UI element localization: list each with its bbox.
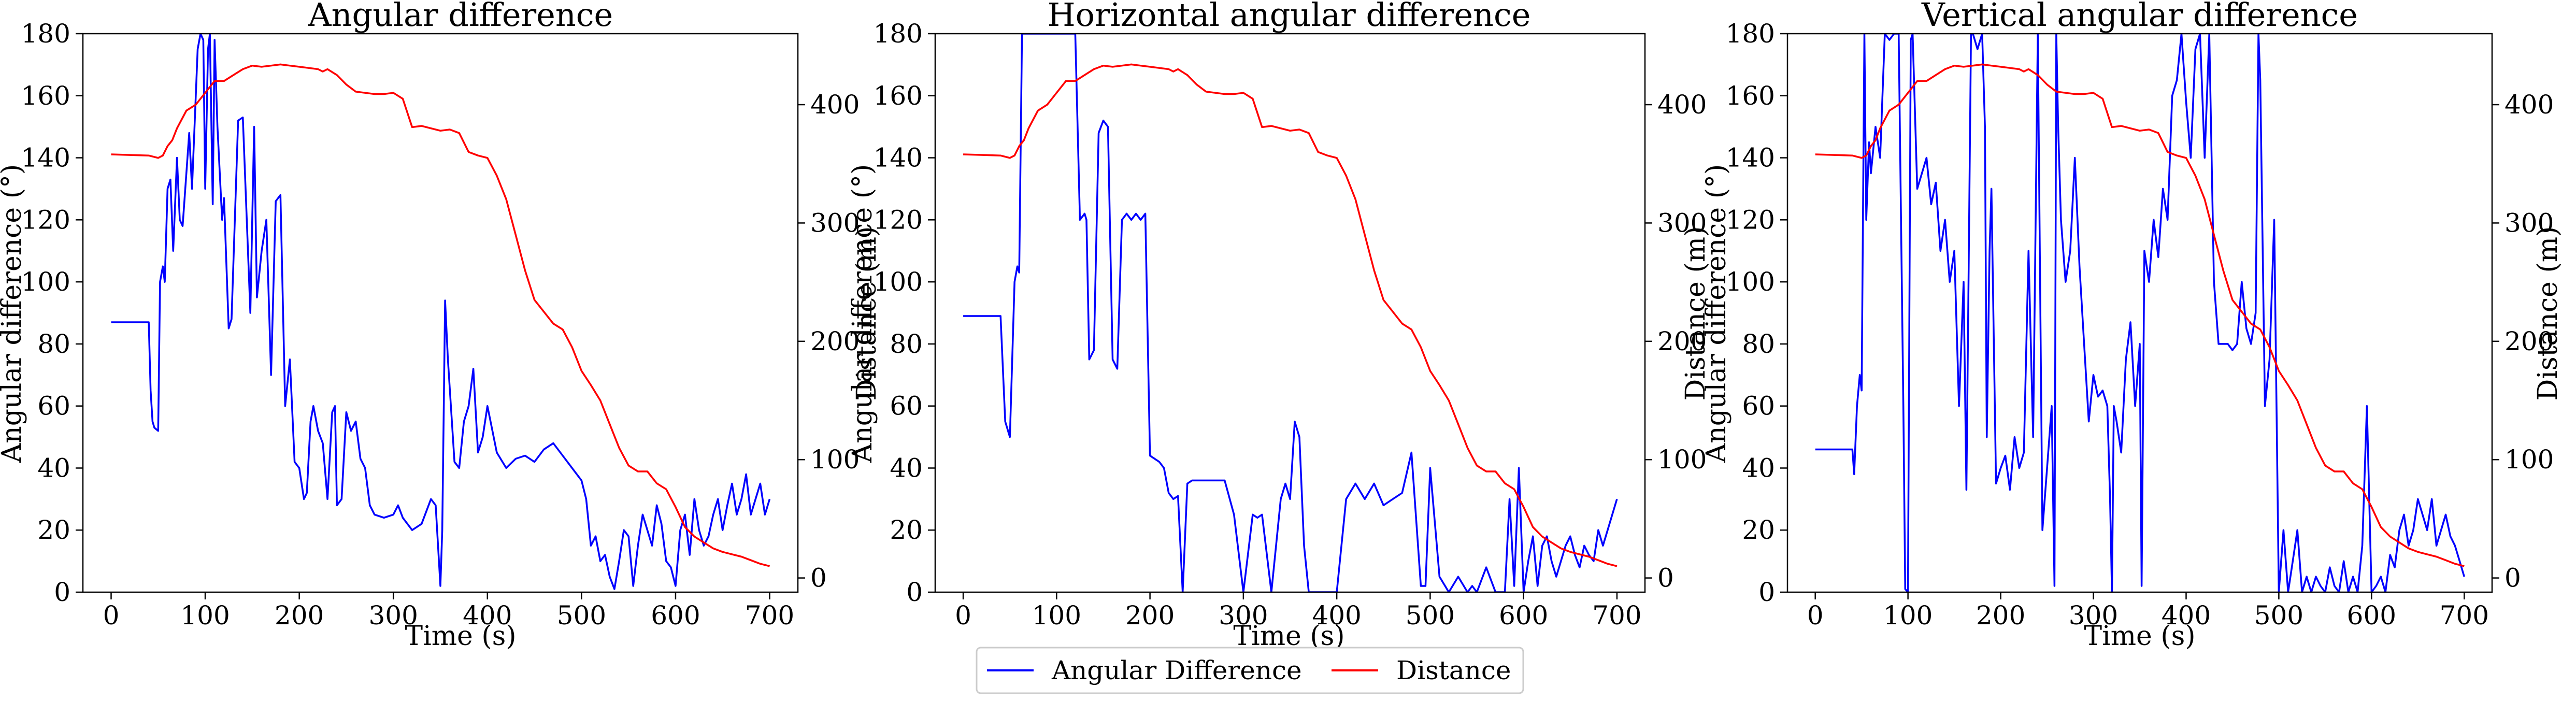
- x-tick-label: 0: [1807, 600, 1824, 631]
- y2-tick-label: 300: [2505, 208, 2554, 238]
- series-line-distance: [111, 63, 770, 567]
- x-tick-label: 100: [1032, 600, 1081, 631]
- y-tick-label: 0: [54, 577, 70, 607]
- y-tick-label: 0: [906, 577, 923, 607]
- legend: Angular Difference Distance: [976, 647, 1524, 694]
- y-tick-label: 140: [1726, 143, 1775, 173]
- x-tick-label: 100: [180, 600, 230, 631]
- y-axis-label: Angular difference (°): [847, 164, 878, 464]
- legend-label-angular-difference: Angular Difference: [1051, 655, 1302, 685]
- x-tick-label: 500: [2254, 600, 2303, 631]
- y-tick-label: 20: [37, 515, 70, 545]
- plot-frame: [934, 33, 1646, 593]
- panel-title: Vertical angular difference: [1921, 0, 2358, 34]
- y2-axis-label: Distance (m): [2532, 226, 2564, 401]
- y-tick-label: 160: [1726, 81, 1775, 111]
- y2-tick-label: 200: [810, 326, 860, 356]
- x-tick-label: 700: [1592, 600, 1641, 631]
- y2-tick-label: 300: [1657, 208, 1707, 238]
- panel-horizontal-angular-difference: Horizontal angular difference Time (s) A…: [847, 0, 1711, 652]
- y-tick-label: 40: [890, 453, 923, 483]
- panel-title: Horizontal angular difference: [1048, 0, 1531, 34]
- x-tick-label: 600: [1499, 600, 1548, 631]
- x-tick-label: 600: [651, 600, 700, 631]
- y-tick-label: 140: [21, 143, 70, 173]
- y-tick-label: 180: [1726, 19, 1775, 49]
- x-tick-label: 400: [1312, 600, 1361, 631]
- y-tick-label: 40: [37, 453, 70, 483]
- y-tick-label: 100: [1726, 267, 1775, 297]
- y2-tick-label: 0: [2505, 563, 2521, 593]
- series-line-distance: [1815, 63, 2465, 567]
- y-axis-label: Angular difference (°): [1701, 164, 1732, 464]
- y-tick-label: 60: [890, 391, 923, 421]
- y2-tick-label: 200: [1657, 326, 1707, 356]
- y2-tick-label: 100: [1657, 445, 1707, 475]
- x-tick-label: 400: [463, 600, 512, 631]
- plot-frame: [82, 33, 799, 593]
- x-tick-label: 500: [557, 600, 606, 631]
- y2-tick-label: 0: [810, 563, 827, 593]
- y-tick-label: 80: [1742, 329, 1775, 359]
- legend-label-distance: Distance: [1396, 655, 1511, 685]
- y-tick-label: 160: [874, 81, 923, 111]
- y2-tick-label: 100: [2505, 445, 2554, 475]
- y-tick-label: 80: [890, 329, 923, 359]
- panel-vertical-angular-difference: Vertical angular difference Time (s) Ang…: [1701, 0, 2564, 652]
- x-tick-label: 700: [2440, 600, 2489, 631]
- x-tick-label: 400: [2162, 600, 2211, 631]
- x-tick-label: 0: [103, 600, 120, 631]
- panel-title: Angular difference: [308, 0, 613, 34]
- y2-axis-label: Distance (m): [1680, 226, 1711, 401]
- y-axis-label: Angular difference (°): [0, 164, 27, 464]
- x-tick-label: 300: [2069, 600, 2118, 631]
- x-axis-label: Time (s): [2084, 621, 2195, 652]
- y-tick-label: 180: [21, 19, 70, 49]
- x-axis-label: Time (s): [1233, 621, 1344, 652]
- y-tick-label: 20: [1742, 515, 1775, 545]
- y2-tick-label: 400: [2505, 90, 2554, 120]
- x-tick-label: 100: [1883, 600, 1933, 631]
- x-tick-label: 300: [368, 600, 418, 631]
- y-tick-label: 120: [1726, 205, 1775, 235]
- x-tick-label: 700: [745, 600, 794, 631]
- series-line-distance: [963, 63, 1618, 567]
- y-tick-label: 40: [1742, 453, 1775, 483]
- y-tick-label: 60: [1742, 391, 1775, 421]
- x-tick-label: 200: [275, 600, 324, 631]
- y2-tick-label: 300: [810, 208, 860, 238]
- y-tick-label: 80: [37, 329, 70, 359]
- y2-tick-label: 400: [810, 90, 860, 120]
- y2-tick-label: 400: [1657, 90, 1707, 120]
- y-tick-label: 60: [37, 391, 70, 421]
- y-tick-label: 180: [874, 19, 923, 49]
- x-tick-label: 200: [1125, 600, 1175, 631]
- x-tick-label: 500: [1406, 600, 1455, 631]
- y-tick-label: 100: [874, 267, 923, 297]
- x-axis-label: Time (s): [405, 621, 516, 652]
- y2-axis-label: Distance (m): [851, 226, 882, 401]
- y-tick-label: 100: [21, 267, 70, 297]
- series-line-angular-difference: [1815, 34, 2465, 592]
- x-tick-label: 300: [1219, 600, 1268, 631]
- y2-tick-label: 0: [1657, 563, 1674, 593]
- y-tick-label: 0: [1758, 577, 1775, 607]
- x-tick-label: 0: [955, 600, 971, 631]
- series-line-angular-difference: [963, 34, 1618, 592]
- y2-tick-label: 100: [810, 445, 860, 475]
- y2-tick-label: 200: [2505, 326, 2554, 356]
- x-tick-label: 200: [1976, 600, 2025, 631]
- y-tick-label: 140: [874, 143, 923, 173]
- series-line-angular-difference: [111, 34, 771, 590]
- y-tick-label: 120: [21, 205, 70, 235]
- y-tick-label: 120: [874, 205, 923, 235]
- plot-frame: [1786, 33, 2493, 593]
- y-tick-label: 20: [890, 515, 923, 545]
- y-tick-label: 160: [21, 81, 70, 111]
- panel-angular-difference: Angular difference Time (s) Angular diff…: [0, 0, 882, 652]
- legend-frame: [976, 647, 1524, 694]
- x-tick-label: 600: [2347, 600, 2396, 631]
